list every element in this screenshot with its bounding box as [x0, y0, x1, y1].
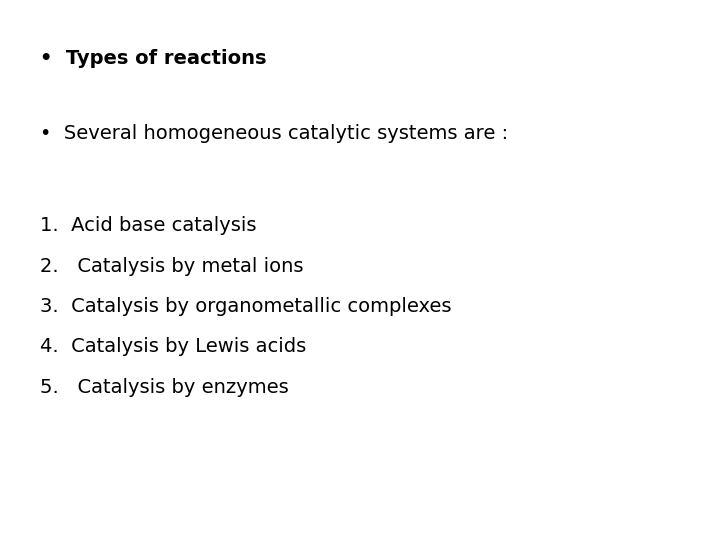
Text: •  Types of reactions: • Types of reactions: [40, 49, 266, 68]
Text: 1.  Acid base catalysis: 1. Acid base catalysis: [40, 216, 256, 235]
Text: 4.  Catalysis by Lewis acids: 4. Catalysis by Lewis acids: [40, 338, 306, 356]
Text: 2.   Catalysis by metal ions: 2. Catalysis by metal ions: [40, 256, 303, 275]
Text: •  Several homogeneous catalytic systems are :: • Several homogeneous catalytic systems …: [40, 124, 508, 143]
Text: 5.   Catalysis by enzymes: 5. Catalysis by enzymes: [40, 378, 288, 397]
Text: 3.  Catalysis by organometallic complexes: 3. Catalysis by organometallic complexes: [40, 297, 451, 316]
